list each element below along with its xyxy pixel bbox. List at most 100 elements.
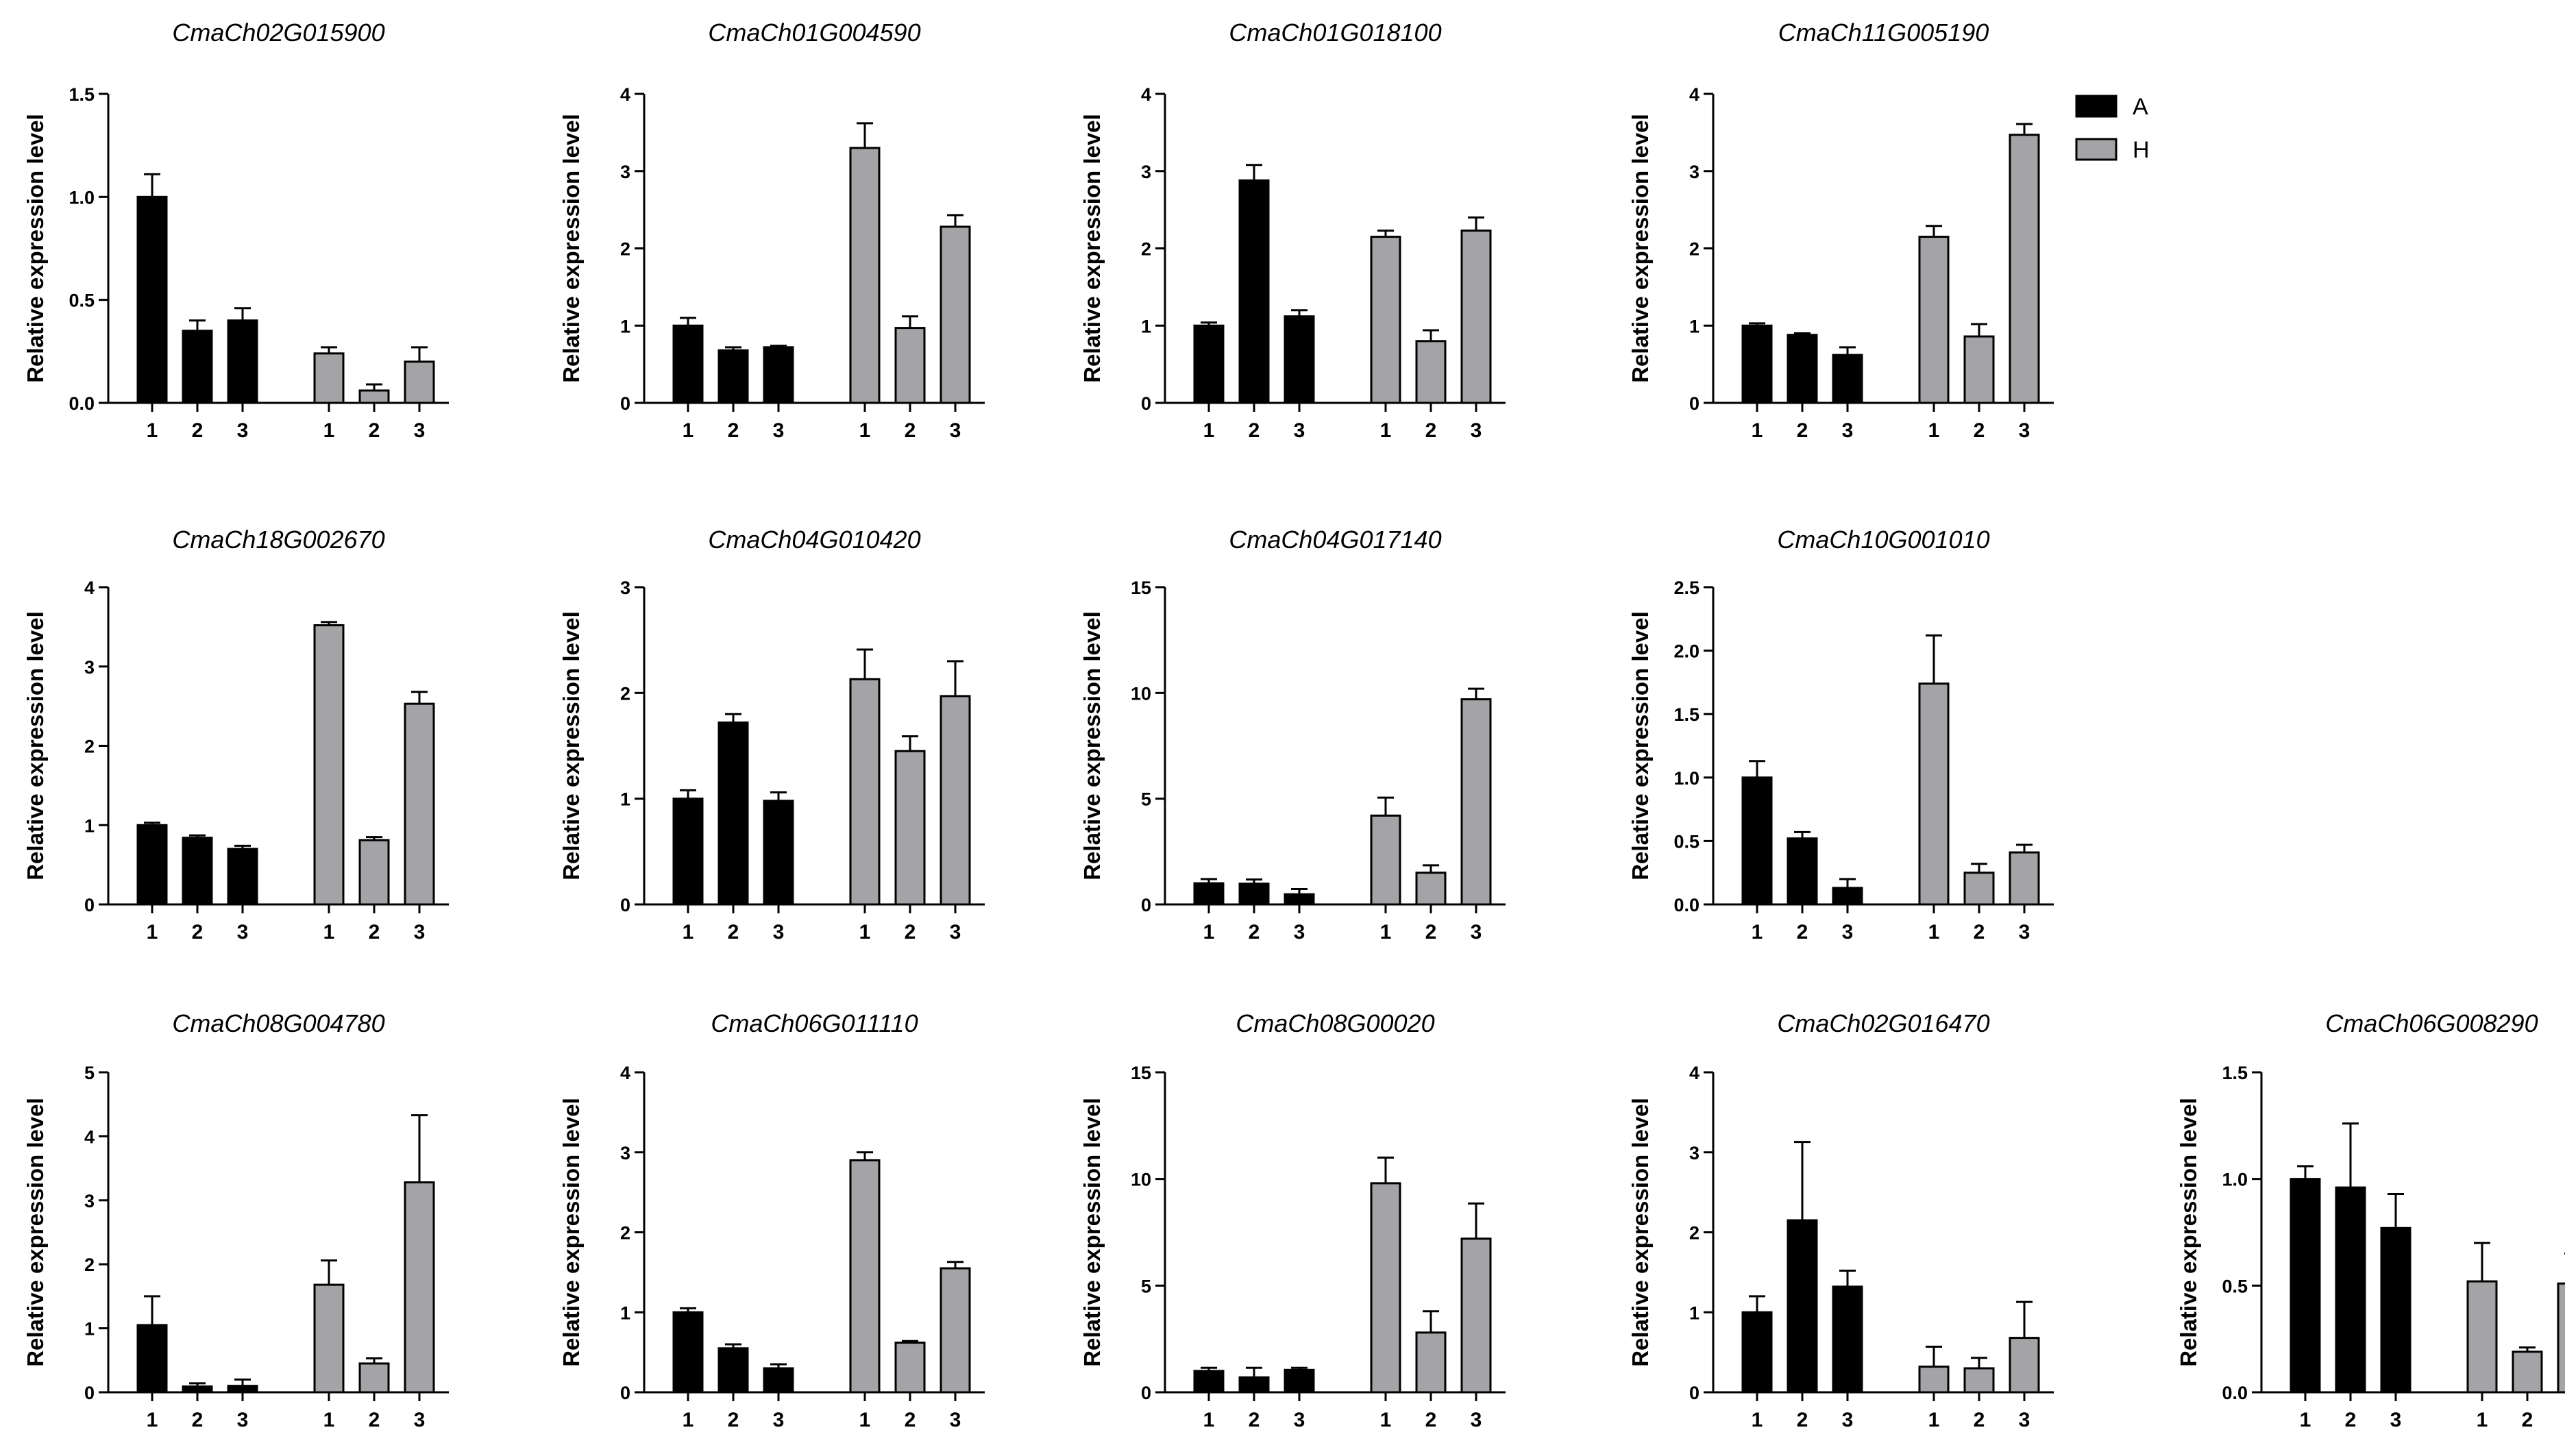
chart-title: CmaCh06G008290: [2325, 1009, 2538, 1037]
x-tick-label: 3: [237, 921, 249, 943]
x-tick-label: 1: [323, 921, 335, 943]
bar-h-3: [404, 1181, 435, 1394]
x-tick-label: 1: [1203, 1409, 1215, 1431]
y-tick-label: 1: [620, 1303, 630, 1323]
legend-swatch-h: [2075, 138, 2118, 161]
y-tick-label: 0.5: [2222, 1276, 2248, 1296]
y-tick-label: 1.0: [69, 187, 95, 208]
bar-h-2: [894, 327, 926, 404]
bar-h-3: [1460, 1237, 1492, 1394]
x-tick-label: 2: [1249, 1409, 1260, 1431]
y-tick-label: 5: [1141, 789, 1151, 810]
x-tick-label: 1: [683, 1409, 694, 1431]
x-tick-label: 1: [1928, 921, 1940, 943]
y-tick-label: 10: [1131, 1170, 1151, 1190]
y-tick-label: 4: [84, 1126, 95, 1147]
x-tick-label: 3: [950, 1409, 961, 1431]
chart-title: CmaCh08G00020: [1236, 1009, 1434, 1037]
y-tick-label: 3: [620, 578, 630, 598]
x-tick-label: 2: [369, 921, 380, 943]
y-axis-label: Relative expression level: [559, 1098, 584, 1367]
y-tick-label: 3: [84, 1191, 95, 1211]
y-tick-label: 3: [84, 657, 95, 678]
bar-a-1: [1193, 324, 1225, 404]
y-tick-label: 15: [1131, 578, 1151, 598]
bar-a-2: [1787, 837, 1818, 906]
x-tick-label: 1: [1203, 921, 1215, 943]
y-tick-label: 2: [1141, 239, 1151, 260]
y-tick-label: 4: [620, 84, 630, 105]
y-axis-label: Relative expression level: [1079, 114, 1105, 383]
y-tick-label: 0: [84, 1383, 95, 1403]
y-tick-label: 1.5: [69, 84, 95, 105]
x-tick-label: 1: [1380, 921, 1392, 943]
bar-a-1: [672, 1311, 704, 1394]
chart-title: CmaCh02G015900: [172, 18, 384, 47]
bar-h-1: [1370, 1182, 1401, 1394]
bar-h-1: [1370, 814, 1401, 906]
y-tick-label: 5: [84, 1063, 95, 1083]
bar-h-2: [358, 389, 390, 404]
bar-a-3: [763, 1367, 794, 1394]
bar-h-3: [2009, 1337, 2040, 1394]
x-tick-label: 3: [414, 1409, 426, 1431]
bar-a-2: [1238, 1376, 1270, 1394]
x-tick-label: 2: [2522, 1409, 2533, 1431]
x-tick-label: 2: [1797, 921, 1808, 943]
y-tick-label: 2: [84, 1255, 95, 1275]
legend-label-a: A: [2133, 94, 2148, 120]
x-tick-label: 1: [1752, 921, 1763, 943]
x-tick-label: 2: [905, 419, 916, 442]
y-tick-label: 0.0: [1673, 895, 1699, 915]
x-tick-label: 1: [859, 1409, 871, 1431]
chart-panel: CmaCh10G001010 Relative expression level 0…: [1628, 526, 2054, 943]
bar-a-2: [717, 1347, 749, 1394]
chart-panel: CmaCh02G016470 Relative expression level 0…: [1628, 1009, 2054, 1431]
chart-title: CmaCh04G017140: [1229, 526, 1441, 554]
bar-a-2: [2335, 1186, 2366, 1394]
y-tick-label: 2: [84, 737, 95, 757]
bar-h-2: [358, 1362, 390, 1394]
y-axis-label: Relative expression level: [23, 1098, 48, 1367]
y-axis-label: Relative expression level: [1079, 611, 1105, 880]
bar-h-2: [2512, 1350, 2543, 1394]
y-tick-label: 1: [84, 815, 95, 836]
legend: A H: [2075, 94, 2150, 163]
y-tick-label: 3: [1689, 162, 1699, 182]
bar-a-1: [136, 1324, 168, 1394]
bar-a-2: [1238, 179, 1270, 404]
x-tick-label: 3: [950, 921, 961, 943]
x-tick-label: 1: [147, 1409, 158, 1431]
chart-title: CmaCh06G011110: [711, 1009, 918, 1037]
bar-h-2: [1963, 1367, 1995, 1394]
y-axis-label: Relative expression level: [1079, 1098, 1105, 1367]
x-tick-label: 3: [1471, 921, 1482, 943]
y-tick-label: 4: [620, 1063, 630, 1083]
bar-h-1: [313, 1283, 345, 1394]
x-tick-label: 2: [1425, 921, 1437, 943]
y-tick-label: 5: [1141, 1276, 1151, 1296]
y-axis-label: Relative expression level: [23, 611, 48, 880]
y-tick-label: 4: [1689, 84, 1699, 105]
y-tick-label: 0: [1141, 1383, 1151, 1403]
y-axis-label: Relative expression level: [1628, 114, 1653, 383]
y-tick-label: 3: [1141, 162, 1151, 182]
bar-a-1: [1741, 1311, 1773, 1394]
bar-h-1: [849, 147, 881, 404]
y-axis-label: Relative expression level: [2176, 1098, 2201, 1367]
x-tick-label: 3: [1294, 1409, 1305, 1431]
bar-a-3: [227, 319, 258, 404]
y-tick-label: 2.0: [1673, 641, 1699, 662]
x-tick-label: 1: [1380, 1409, 1392, 1431]
y-tick-label: 1.5: [2222, 1063, 2248, 1083]
x-tick-label: 1: [859, 921, 871, 943]
chart-panel: CmaCh01G018100 Relative expression level 0…: [1079, 18, 1506, 442]
y-tick-label: 1: [1689, 316, 1699, 336]
bar-h-1: [313, 352, 345, 404]
bar-h-1: [1370, 236, 1401, 404]
chart-panel: CmaCh08G00020 Relative expression level 0 5…: [1079, 1009, 1506, 1431]
bar-h-3: [2009, 851, 2040, 906]
bar-h-2: [1415, 340, 1447, 404]
x-tick-label: 3: [1294, 921, 1305, 943]
